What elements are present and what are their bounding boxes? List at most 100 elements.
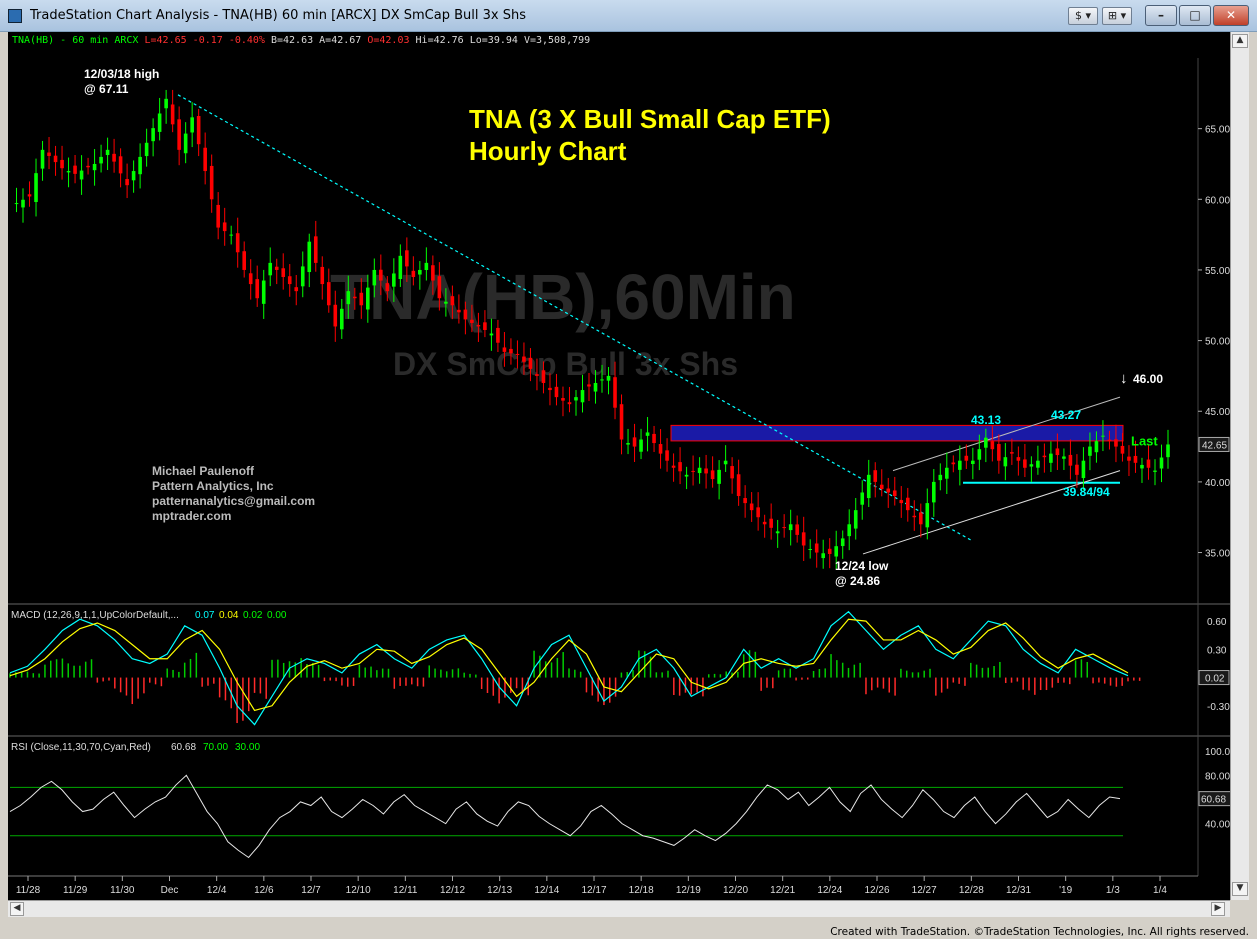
price-candle: [593, 382, 598, 392]
price-candle: [326, 282, 331, 306]
price-candle: [717, 469, 721, 484]
price-candle: [287, 276, 292, 285]
price-candle: [1153, 470, 1157, 472]
high-annotation-line2: @ 67.11: [84, 82, 129, 96]
symbol-link-button[interactable]: $ ▾: [1068, 7, 1098, 25]
price-candle: [561, 398, 565, 401]
x-axis-label: 12/31: [1006, 885, 1031, 896]
scroll-right-arrow-icon[interactable]: ▶: [1211, 902, 1225, 916]
price-candle: [626, 443, 630, 445]
price-candle: [931, 481, 936, 503]
rsi-axis-label: 40.00: [1205, 820, 1230, 831]
scroll-up-arrow-icon[interactable]: ▲: [1232, 34, 1248, 48]
price-candle: [528, 357, 533, 369]
price-candle: [1010, 452, 1014, 454]
price-candle: [827, 548, 832, 554]
price-candle: [762, 521, 767, 525]
price-candle: [418, 269, 422, 275]
price-candle: [886, 488, 891, 493]
vertical-scrollbar[interactable]: ▲ ▼: [1230, 32, 1249, 900]
price-candle: [431, 265, 435, 281]
low-annotation-line2: @ 24.86: [835, 574, 880, 588]
minimize-button[interactable]: –: [1145, 5, 1177, 26]
price-candle: [1146, 459, 1151, 468]
x-axis-label: 12/7: [301, 885, 321, 896]
watermark-symbol: TNA(HB),60Min: [330, 261, 796, 333]
price-candle: [945, 467, 949, 479]
channel-upper-line: [892, 396, 1121, 472]
price-candle: [632, 437, 637, 447]
price-candle: [1140, 464, 1144, 469]
maximize-button[interactable]: □: [1179, 5, 1211, 26]
price-candle: [196, 116, 201, 145]
signature-line: Pattern Analytics, Inc: [152, 479, 274, 493]
chart-svg[interactable]: 65.00 60.00 55.00 50.00 45.00 40.00 35.00 TNA(H…: [8, 32, 1230, 900]
price-candle: [274, 266, 279, 270]
last-price-label: 42.65: [1202, 440, 1227, 451]
signature-line: patternanalytics@gmail.com: [152, 494, 315, 508]
price-candle: [1101, 435, 1105, 437]
price-candle: [958, 460, 962, 470]
price-candle: [261, 280, 266, 304]
price-candle: [209, 165, 214, 200]
price-candle: [203, 147, 207, 172]
price-candle: [710, 470, 715, 480]
scroll-left-arrow-icon[interactable]: ◀: [10, 902, 24, 916]
price-candle: [105, 149, 110, 156]
price-candle: [405, 250, 409, 267]
price-candle: [834, 546, 839, 557]
price-candle: [183, 133, 188, 154]
price-candle: [346, 291, 351, 305]
price-candle: [665, 450, 669, 461]
price-candle: [892, 490, 897, 497]
price-candle: [157, 113, 162, 132]
price-candle: [905, 497, 910, 511]
price-candle: [359, 292, 364, 306]
window-titlebar: TradeStation Chart Analysis - TNA(HB) 60…: [0, 0, 1257, 32]
target-annotation: 46.00: [1133, 372, 1163, 386]
info-bid: B=42.63: [270, 35, 314, 46]
price-candle: [860, 492, 865, 505]
price-candle: [977, 449, 982, 460]
price-candle: [125, 179, 129, 186]
price-candle: [1042, 455, 1047, 458]
price-candle: [27, 194, 32, 197]
close-button[interactable]: ✕: [1213, 5, 1249, 26]
price-candle: [177, 119, 181, 150]
price-candle: [971, 460, 975, 464]
price-candle: [372, 269, 377, 286]
info-last: L=42.65: [144, 35, 187, 46]
horizontal-scrollbar[interactable]: ◀ ▶: [8, 900, 1230, 917]
price-candle: [366, 287, 370, 310]
price-candle: [235, 233, 240, 253]
price-candle: [40, 149, 45, 169]
price-candle: [99, 156, 103, 164]
price-candle: [385, 283, 390, 292]
target-arrow-icon: ↓: [1120, 370, 1128, 387]
price-candle: [509, 348, 513, 354]
price-candle: [86, 165, 90, 168]
price-candle: [1094, 441, 1099, 453]
price-candle: [489, 333, 494, 336]
price-candle: [840, 538, 845, 547]
price-candle: [814, 543, 819, 553]
price-candle: [320, 266, 325, 285]
rsi-value-label: 60.68: [171, 742, 196, 753]
price-candle: [1036, 460, 1040, 468]
price-candle: [216, 204, 220, 228]
macd-value-label: 0.07: [195, 610, 215, 621]
price-candle: [222, 222, 227, 232]
price-candle: [1114, 439, 1118, 447]
chart-area[interactable]: TNA(HB) - 60 min ARCX L=42.65 -0.17 -0.4…: [8, 32, 1230, 900]
macd-value-label: 0.02: [243, 610, 263, 621]
price-candle: [756, 507, 760, 518]
resistance-band: [670, 424, 1124, 442]
info-ask: A=42.67: [319, 35, 362, 46]
rsi-last-label: 60.68: [1201, 795, 1226, 806]
price-candle: [457, 309, 461, 313]
price-candle: [697, 467, 702, 474]
price-candle: [522, 356, 526, 362]
price-candle: [515, 353, 520, 355]
scroll-down-arrow-icon[interactable]: ▼: [1232, 882, 1248, 896]
chart-options-button[interactable]: ⊞ ▾: [1102, 7, 1132, 25]
